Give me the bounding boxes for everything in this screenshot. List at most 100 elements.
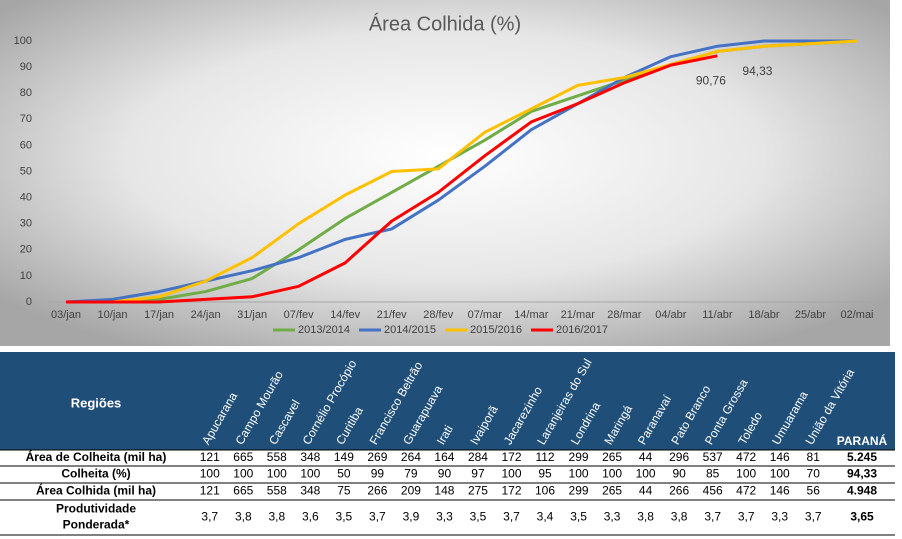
data-label: 94,33: [742, 64, 772, 78]
legend-label: 2013/2014: [298, 324, 350, 336]
table-cell: 100: [569, 467, 589, 481]
y-tick-label: 0: [26, 296, 32, 308]
table-cell: 100: [636, 467, 656, 481]
table-cell: 558: [267, 484, 287, 498]
table-cell: 348: [300, 450, 320, 464]
table-cell: 3,6: [302, 510, 319, 524]
table-cell: 3,3: [771, 510, 788, 524]
table-cell: 44: [639, 450, 653, 464]
table-cell: 70: [807, 467, 821, 481]
y-tick-label: 100: [14, 35, 32, 47]
row-label: Produtividade Ponderada*: [56, 502, 136, 532]
x-tick-label: 17/jan: [144, 309, 174, 321]
table-cell: 100: [736, 467, 756, 481]
x-tick-label: 11/abr: [702, 309, 733, 321]
table-cell: 3,7: [201, 510, 218, 524]
table-cell: 3,7: [704, 510, 721, 524]
row-label: Área Colhida (mil ha): [36, 483, 156, 498]
table-header: Regiões: [71, 395, 122, 410]
x-tick-label: 28/fev: [423, 309, 453, 321]
table-cell: 146: [770, 484, 790, 498]
line-series: [66, 54, 718, 304]
row-label: Área de Colheita (mil ha): [26, 449, 167, 464]
table-total: 4.948: [847, 484, 877, 498]
table-cell: 56: [807, 484, 821, 498]
y-tick-label: 40: [20, 192, 32, 204]
table-total: 94,33: [847, 467, 877, 481]
table-cell: 3,7: [738, 510, 755, 524]
table-cell: 3,7: [503, 510, 520, 524]
table-cell: 665: [233, 450, 253, 464]
table-cell: 172: [501, 484, 521, 498]
table-cell: 472: [736, 450, 756, 464]
table-cell: 121: [200, 484, 220, 498]
y-tick-label: 80: [20, 87, 32, 99]
x-tick-label: 02/mai: [840, 309, 873, 321]
table-cell: 3,5: [470, 510, 487, 524]
y-tick-label: 30: [20, 218, 32, 230]
table-cell: 3,5: [570, 510, 587, 524]
table-cell: 3,8: [235, 510, 252, 524]
table-cell: 97: [471, 467, 485, 481]
table-cell: 284: [468, 450, 488, 464]
legend-label: 2014/2015: [384, 324, 436, 336]
table-cell: 348: [300, 484, 320, 498]
y-tick-label: 50: [20, 165, 32, 177]
chart-title: Área Colhida (%): [369, 12, 521, 35]
row-label: Colheita (%): [61, 467, 130, 481]
table-cell: 3,7: [805, 510, 822, 524]
line-series: [66, 39, 858, 304]
table-cell: 79: [404, 467, 418, 481]
table-cell: 269: [367, 450, 387, 464]
table-cell: 81: [807, 450, 821, 464]
table-cell: 3,7: [369, 510, 386, 524]
x-tick-label: 14/mar: [514, 309, 549, 321]
table-cell: 172: [501, 450, 521, 464]
table-cell: 100: [602, 467, 622, 481]
x-tick-label: 21/mar: [561, 309, 596, 321]
table-cell: 456: [703, 484, 723, 498]
table-cell: 106: [535, 484, 555, 498]
chart-background: [0, 0, 890, 346]
table-cell: 3,8: [268, 510, 285, 524]
table-cell: 100: [501, 467, 521, 481]
x-tick-label: 24/jan: [191, 309, 221, 321]
legend-label: 2015/2016: [470, 324, 522, 336]
table-cell: 665: [233, 484, 253, 498]
table-cell: 3,4: [537, 510, 554, 524]
table-total: 3,65: [850, 510, 874, 524]
table-cell: 3,8: [671, 510, 688, 524]
y-tick-label: 10: [20, 270, 32, 282]
x-tick-label: 07/mar: [468, 309, 503, 321]
x-tick-label: 31/jan: [237, 309, 267, 321]
table-cell: 149: [334, 450, 354, 464]
x-tick-label: 18/abr: [748, 309, 780, 321]
y-tick-label: 20: [20, 244, 32, 256]
table-cell: 299: [569, 484, 589, 498]
table-cell: 100: [300, 467, 320, 481]
table-cell: 558: [267, 450, 287, 464]
table-cell: 121: [200, 450, 220, 464]
table-cell: 148: [434, 484, 454, 498]
table-cell: 299: [569, 450, 589, 464]
table-cell: 164: [434, 450, 454, 464]
table-cell: 265: [602, 484, 622, 498]
table-cell: 100: [233, 467, 253, 481]
table-cell: 472: [736, 484, 756, 498]
table-cell: 537: [703, 450, 723, 464]
table-cell: 85: [706, 467, 720, 481]
y-tick-label: 60: [20, 139, 32, 151]
table-cell: 3,3: [436, 510, 453, 524]
x-tick-label: 25/abr: [795, 309, 827, 321]
table-cell: 264: [401, 450, 421, 464]
data-label: 90,76: [696, 73, 726, 87]
table-cell: 275: [468, 484, 488, 498]
legend-label: 2016/2017: [556, 324, 608, 336]
x-tick-label: 04/abr: [655, 309, 687, 321]
table-header-bg: [0, 352, 895, 450]
table-cell: 266: [367, 484, 387, 498]
table-cell: 266: [669, 484, 689, 498]
x-tick-label: 10/jan: [98, 309, 128, 321]
table-cell: 99: [371, 467, 385, 481]
